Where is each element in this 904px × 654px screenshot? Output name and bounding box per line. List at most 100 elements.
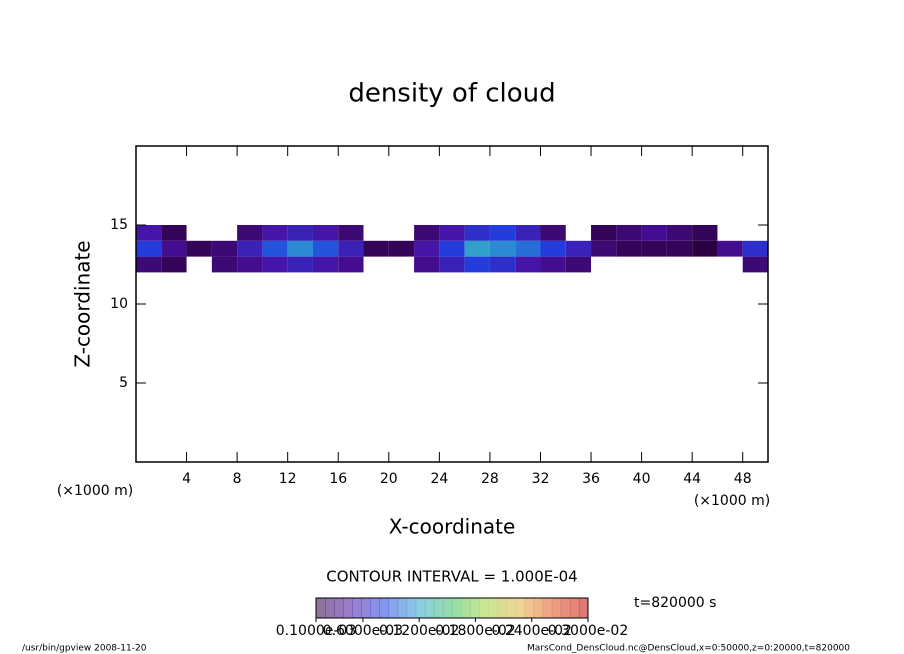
colorbar-tick-label: 0.6000e-03 xyxy=(323,623,403,639)
cell xyxy=(742,256,768,273)
cell xyxy=(262,256,288,273)
cell xyxy=(565,256,592,273)
cell xyxy=(515,256,541,273)
cell xyxy=(237,225,263,241)
colorbar-bin xyxy=(361,598,371,618)
cell xyxy=(692,240,718,257)
plot-frame xyxy=(135,145,769,463)
cell xyxy=(262,225,288,241)
cell xyxy=(439,225,465,241)
cell xyxy=(540,256,566,273)
x-tick-label: 12 xyxy=(279,471,297,487)
cell xyxy=(464,240,490,257)
cell xyxy=(136,240,162,257)
x-units: (×1000 m) xyxy=(694,493,770,509)
cell xyxy=(287,225,313,241)
cell xyxy=(414,240,440,257)
y-tick-label: 15 xyxy=(110,217,128,233)
cell xyxy=(237,240,263,257)
cell xyxy=(211,256,238,273)
cell xyxy=(414,256,440,273)
x-tick-label: 36 xyxy=(582,471,600,487)
colorbar-bin xyxy=(370,598,380,618)
cell xyxy=(565,240,592,257)
colorbar-bin xyxy=(533,598,544,618)
colorbar-bin xyxy=(406,598,417,618)
colorbar-tick-label: 0.1000e-03 xyxy=(276,623,356,639)
colorbar-bin xyxy=(415,598,426,618)
colorbar-bin xyxy=(488,598,498,618)
colorbar-tick-label: 0.1800e-02 xyxy=(435,623,515,639)
x-axis-label: X-coordinate xyxy=(389,515,516,539)
colorbar-frame xyxy=(315,597,589,619)
cell xyxy=(414,225,440,241)
cell xyxy=(211,240,238,257)
colorbar-bin xyxy=(388,598,399,618)
x-tick-label: 40 xyxy=(633,471,651,487)
cell xyxy=(287,240,313,257)
cell xyxy=(641,240,667,257)
cell xyxy=(388,240,415,257)
cell xyxy=(287,256,313,273)
cell xyxy=(616,225,642,241)
cell xyxy=(666,240,693,257)
colorbar-bin xyxy=(470,598,480,618)
colorbar-bin xyxy=(379,598,390,618)
cell xyxy=(237,256,263,273)
footer-right: MarsCond_DensCloud.nc@DensCloud,x=0:5000… xyxy=(527,644,850,654)
cell xyxy=(338,225,364,241)
colorbar-bin xyxy=(524,598,535,618)
cell xyxy=(591,240,617,257)
footer-left: /usr/bin/gpview 2008-11-20 xyxy=(22,644,147,654)
x-tick-label: 44 xyxy=(683,471,701,487)
cell xyxy=(717,240,743,257)
cell xyxy=(616,240,642,257)
y-tick-label: 5 xyxy=(119,375,128,391)
cell xyxy=(338,240,364,257)
x-tick-label: 4 xyxy=(182,471,191,487)
cell xyxy=(489,256,516,273)
colorbar-bin xyxy=(578,598,589,618)
cell xyxy=(312,240,339,257)
colorbar-bin xyxy=(325,598,335,618)
x-tick-label: 48 xyxy=(734,471,752,487)
cell xyxy=(161,225,187,241)
colorbar-bin xyxy=(343,598,353,618)
cell xyxy=(666,225,693,241)
cell xyxy=(540,225,566,241)
x-tick-label: 8 xyxy=(233,471,242,487)
x-tick-label: 28 xyxy=(481,471,499,487)
x-tick-label: 24 xyxy=(430,471,448,487)
colorbar-tick-label: 0.3000e-02 xyxy=(548,623,628,639)
y-axis-label: Z-coordinate xyxy=(71,240,95,367)
cell xyxy=(136,225,162,241)
cell xyxy=(515,240,541,257)
cell xyxy=(489,225,516,241)
y-tick-label: 10 xyxy=(110,296,128,312)
x-tick-label: 20 xyxy=(380,471,398,487)
chart-title: density of cloud xyxy=(348,79,555,109)
cell xyxy=(515,225,541,241)
time-label: t=820000 s xyxy=(634,595,716,611)
colorbar-bin xyxy=(352,598,362,618)
cell xyxy=(464,256,490,273)
cell xyxy=(439,256,465,273)
colorbar-bin xyxy=(316,598,326,618)
colorbar-bin xyxy=(569,598,580,618)
cell xyxy=(186,240,212,257)
x-tick-label: 32 xyxy=(532,471,550,487)
colorbar-bin xyxy=(334,598,344,618)
cell xyxy=(312,225,339,241)
cell xyxy=(363,240,389,257)
colorbar-bin xyxy=(424,598,435,618)
colorbar-bin xyxy=(461,598,471,618)
colorbar-bin xyxy=(551,598,562,618)
cell xyxy=(591,225,617,241)
cell xyxy=(641,225,667,241)
colorbar-bin xyxy=(515,598,526,618)
cell xyxy=(439,240,465,257)
colorbar-tick-label: 0.2400e-02 xyxy=(491,623,571,639)
cell xyxy=(262,240,288,257)
cell xyxy=(136,256,162,273)
